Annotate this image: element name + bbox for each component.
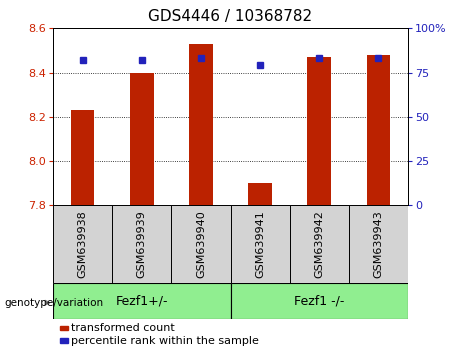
Bar xyxy=(248,183,272,205)
Bar xyxy=(230,283,408,319)
Text: genotype/variation: genotype/variation xyxy=(5,298,104,308)
Bar xyxy=(171,205,230,283)
Bar xyxy=(290,205,349,283)
Text: GSM639942: GSM639942 xyxy=(314,210,324,278)
Text: Fezf1+/-: Fezf1+/- xyxy=(116,295,168,307)
Bar xyxy=(307,57,331,205)
Bar xyxy=(366,55,390,205)
Text: GSM639941: GSM639941 xyxy=(255,210,265,278)
Text: Fezf1 -/-: Fezf1 -/- xyxy=(294,295,344,307)
Bar xyxy=(71,110,95,205)
Text: percentile rank within the sample: percentile rank within the sample xyxy=(71,336,260,346)
Bar xyxy=(130,73,154,205)
Text: GSM639940: GSM639940 xyxy=(196,210,206,278)
Text: GSM639938: GSM639938 xyxy=(77,210,88,278)
Bar xyxy=(230,205,290,283)
Bar xyxy=(53,283,230,319)
Bar xyxy=(112,205,171,283)
Bar xyxy=(189,44,213,205)
Bar xyxy=(349,205,408,283)
Text: GSM639939: GSM639939 xyxy=(137,210,147,278)
Title: GDS4446 / 10368782: GDS4446 / 10368782 xyxy=(148,9,313,24)
Text: transformed count: transformed count xyxy=(71,323,175,333)
Text: GSM639943: GSM639943 xyxy=(373,210,384,278)
Bar xyxy=(53,205,112,283)
